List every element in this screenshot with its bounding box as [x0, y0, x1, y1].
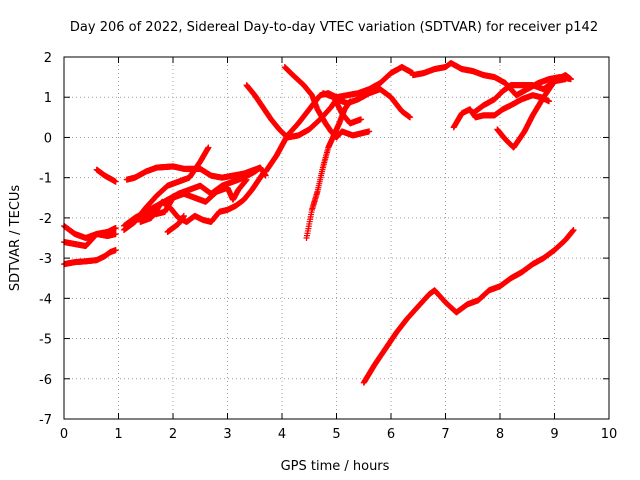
x-tick-label: 10	[601, 427, 618, 442]
data-series	[61, 247, 119, 268]
data-point	[180, 212, 187, 219]
data-point	[112, 178, 119, 185]
x-tick-label: 1	[114, 427, 122, 442]
chart-title: Day 206 of 2022, Sidereal Day-to-day VTE…	[70, 20, 598, 35]
data-series	[61, 230, 119, 250]
y-tick-label: 1	[44, 91, 52, 106]
y-tick-label: -5	[39, 333, 52, 348]
data-point	[112, 224, 119, 231]
grid-lines	[63, 56, 610, 420]
y-tick-label: 0	[44, 131, 52, 146]
data-series	[131, 176, 250, 223]
y-tick-label: -1	[39, 172, 52, 187]
x-tick-label: 4	[278, 427, 286, 442]
x-tick-label: 9	[550, 427, 558, 442]
x-tick-label: 7	[441, 427, 449, 442]
data-points	[61, 60, 577, 386]
data-point	[205, 144, 212, 151]
y-tick-label: 2	[44, 51, 52, 66]
x-tick-label: 3	[223, 427, 231, 442]
data-point	[243, 176, 250, 183]
x-tick-label: 2	[169, 427, 177, 442]
x-tick-label: 6	[387, 427, 395, 442]
x-tick-label: 0	[60, 427, 68, 442]
y-tick-label: -4	[39, 292, 52, 307]
data-series	[164, 212, 187, 235]
data-point	[257, 164, 264, 171]
data-series	[360, 226, 577, 386]
data-series	[137, 170, 266, 225]
y-axis-label: SDTVAR / TECUs	[8, 185, 23, 292]
x-tick-label: 5	[332, 427, 340, 442]
data-series	[93, 166, 119, 185]
y-tick-label: -3	[39, 252, 52, 267]
x-tick-label: 8	[496, 427, 504, 442]
data-point	[407, 114, 414, 121]
y-tick-label: -6	[39, 373, 52, 388]
x-axis-label: GPS time / hours	[281, 459, 390, 474]
y-tick-label: -2	[39, 212, 52, 227]
data-point	[112, 230, 119, 237]
y-tick-label: -7	[39, 413, 52, 428]
data-point	[112, 247, 119, 254]
